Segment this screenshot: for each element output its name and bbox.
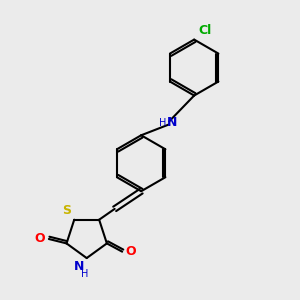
Text: O: O xyxy=(35,232,45,245)
Text: S: S xyxy=(62,204,71,218)
Text: Cl: Cl xyxy=(199,24,212,37)
Text: O: O xyxy=(126,245,136,258)
Text: H: H xyxy=(81,269,88,279)
Text: N: N xyxy=(167,116,177,129)
Text: H: H xyxy=(159,118,166,128)
Text: N: N xyxy=(74,260,84,273)
